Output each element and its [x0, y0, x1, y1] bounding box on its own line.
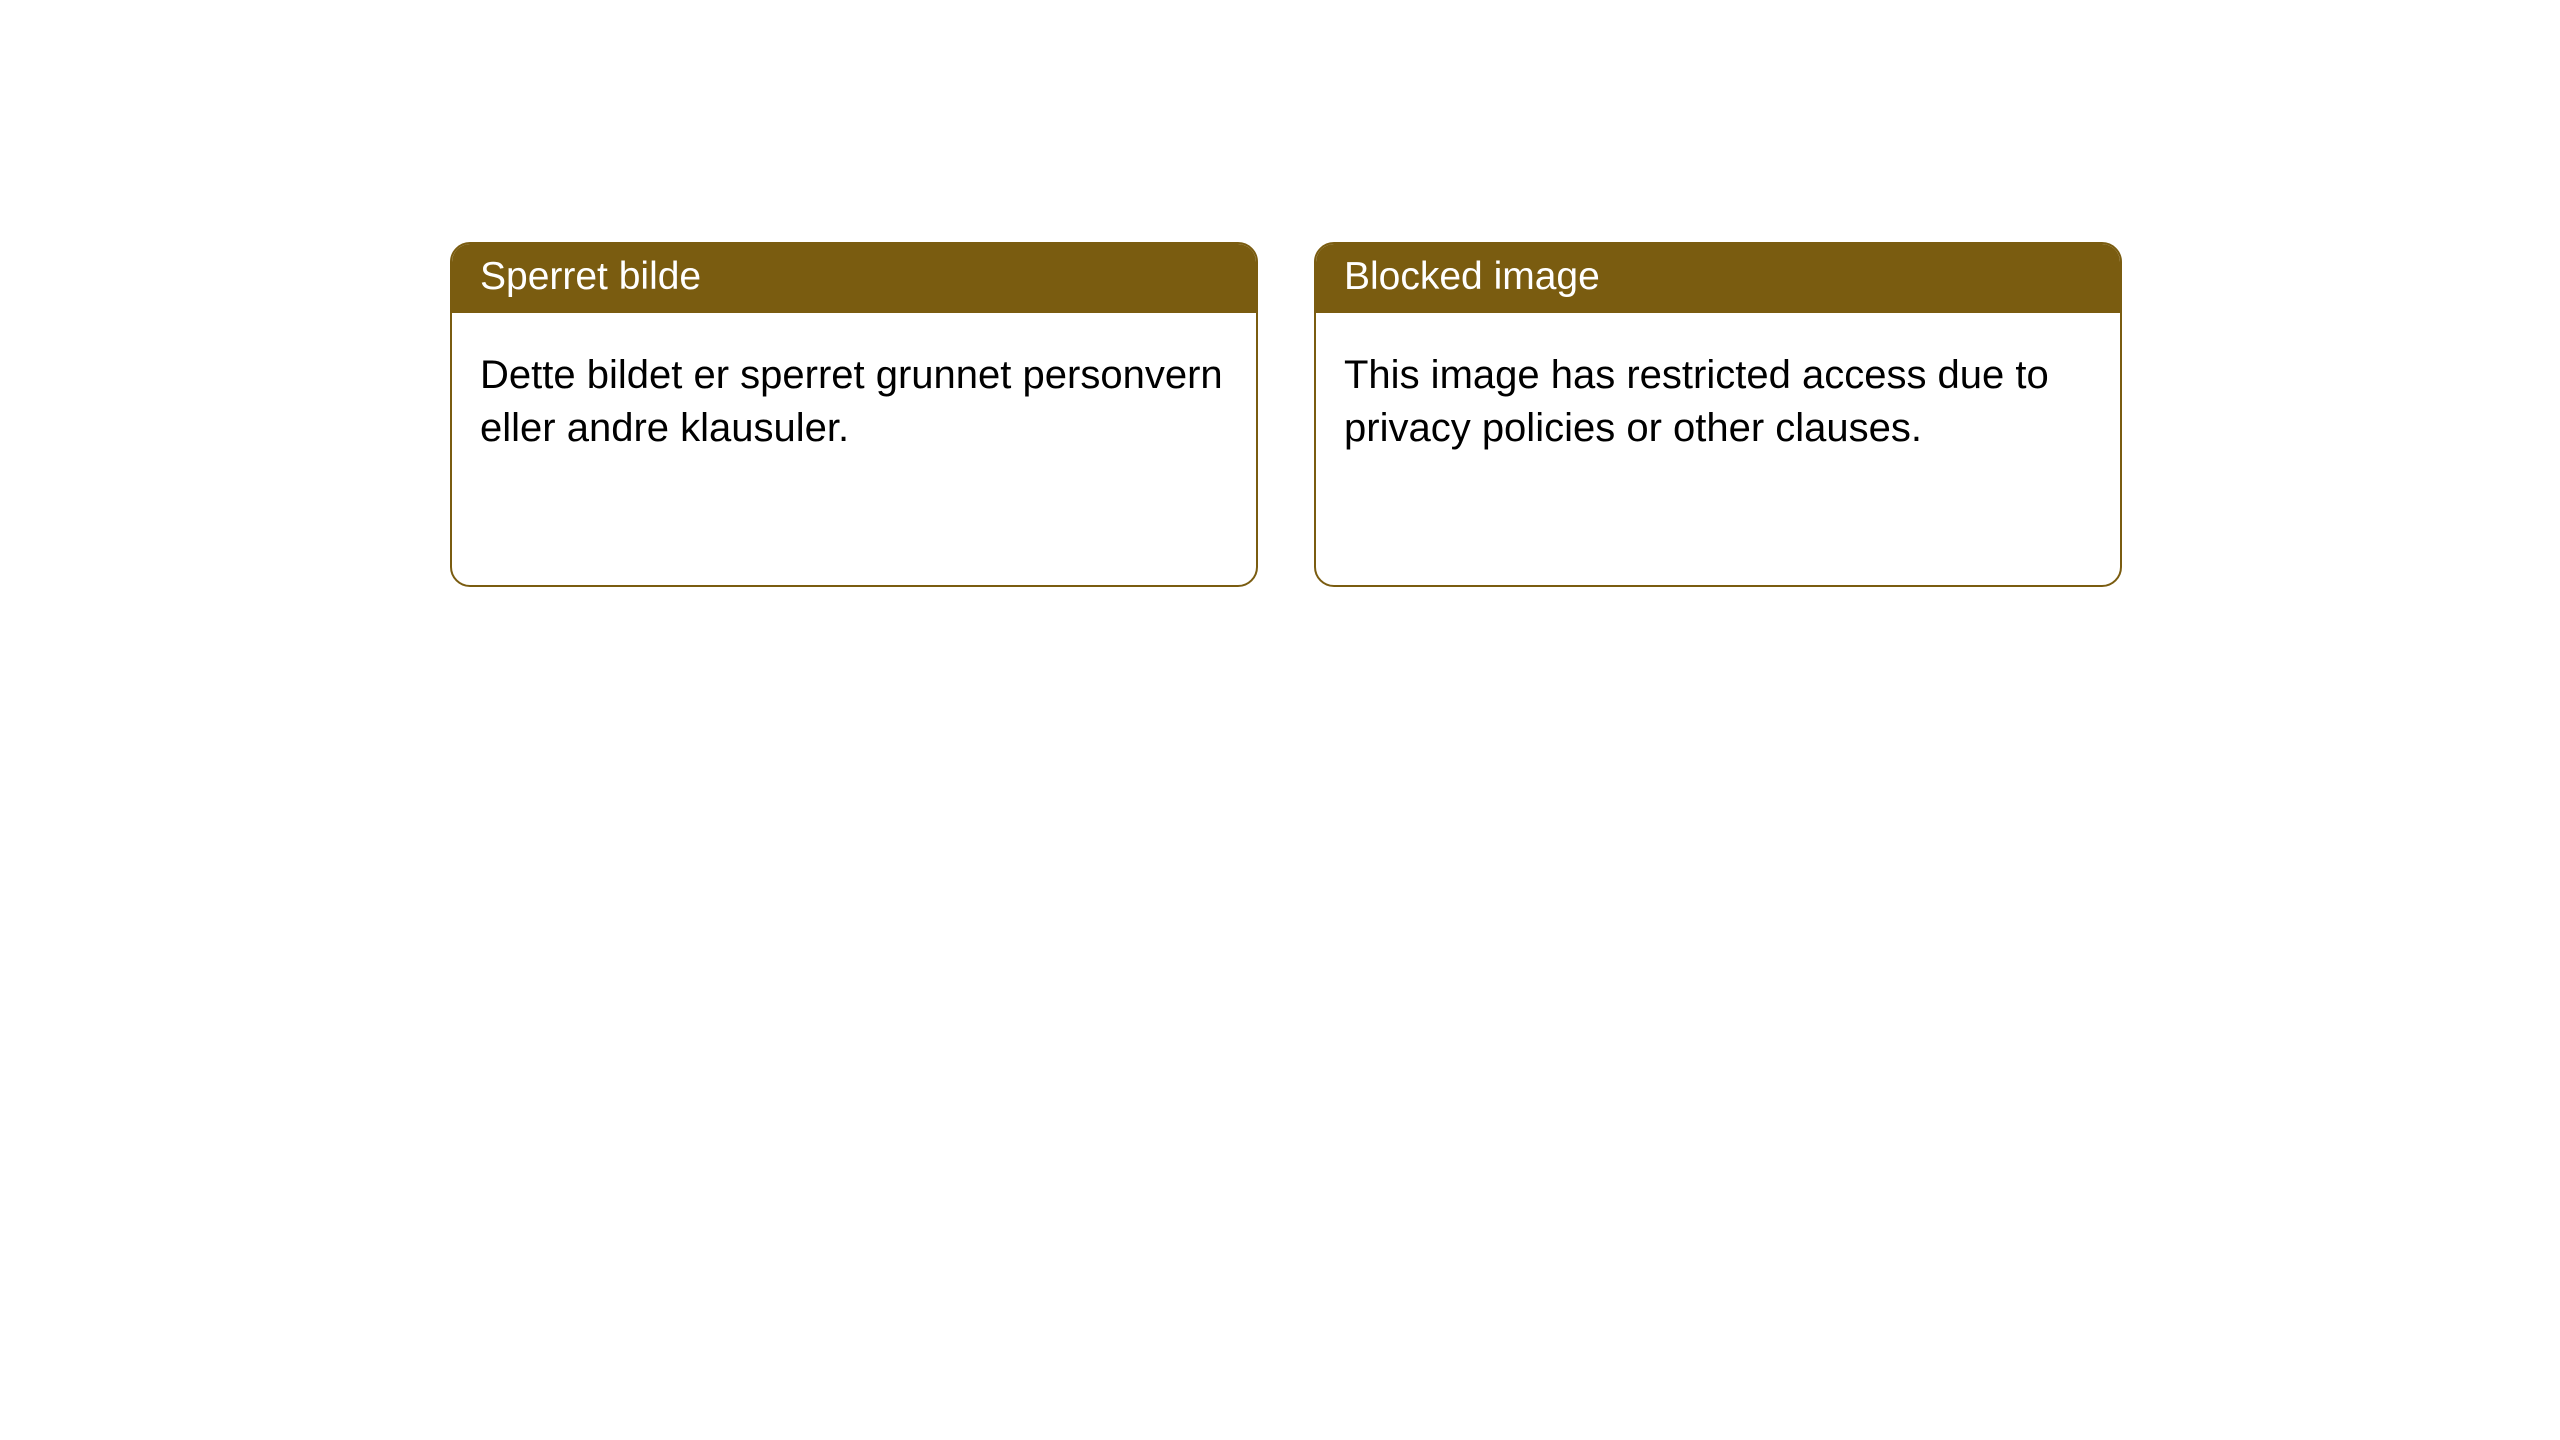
card-body-text: Dette bildet er sperret grunnet personve… [480, 353, 1223, 450]
card-body: Dette bildet er sperret grunnet personve… [452, 313, 1256, 585]
notice-card-english: Blocked image This image has restricted … [1314, 242, 2122, 587]
card-title: Sperret bilde [480, 255, 701, 298]
card-header: Sperret bilde [452, 244, 1256, 313]
card-title: Blocked image [1344, 255, 1600, 298]
card-body-text: This image has restricted access due to … [1344, 353, 2049, 450]
card-body: This image has restricted access due to … [1316, 313, 2120, 585]
notice-card-norwegian: Sperret bilde Dette bildet er sperret gr… [450, 242, 1258, 587]
card-header: Blocked image [1316, 244, 2120, 313]
notice-card-container: Sperret bilde Dette bildet er sperret gr… [0, 0, 2560, 587]
